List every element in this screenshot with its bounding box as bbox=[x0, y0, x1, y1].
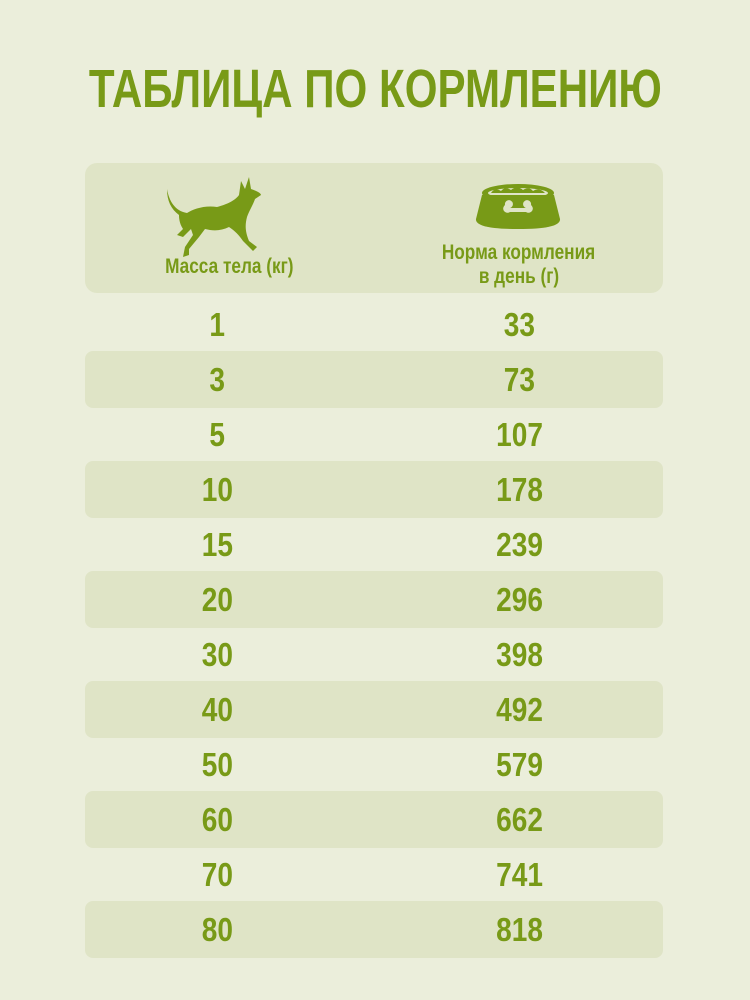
table-header: Масса тела (кг) Норма кормления в день (… bbox=[85, 163, 663, 293]
food-value: 741 bbox=[496, 856, 543, 893]
food-cell: 579 bbox=[375, 736, 664, 793]
table-row: 20 296 bbox=[85, 571, 663, 628]
food-cell: 296 bbox=[375, 571, 664, 628]
weight-cell: 40 bbox=[73, 681, 362, 738]
food-bowl-icon bbox=[475, 184, 561, 229]
header-food-label-line2: в день (г) bbox=[478, 265, 559, 288]
weight-cell: 15 bbox=[73, 516, 362, 573]
food-value: 239 bbox=[496, 526, 543, 563]
weight-value: 60 bbox=[201, 801, 234, 838]
table-row: 15 239 bbox=[85, 516, 663, 573]
food-value: 296 bbox=[496, 581, 543, 618]
weight-value: 20 bbox=[201, 581, 234, 618]
table-row: 5 107 bbox=[85, 406, 663, 463]
food-cell: 662 bbox=[375, 791, 664, 848]
weight-cell: 1 bbox=[73, 296, 362, 353]
food-cell: 33 bbox=[375, 296, 664, 353]
weight-value: 1 bbox=[209, 306, 226, 343]
food-value: 398 bbox=[496, 636, 543, 673]
weight-value: 70 bbox=[201, 856, 234, 893]
food-value: 73 bbox=[503, 361, 536, 398]
food-value: 107 bbox=[496, 416, 543, 453]
food-value: 662 bbox=[496, 801, 543, 838]
food-cell: 492 bbox=[375, 681, 664, 738]
weight-value: 50 bbox=[201, 746, 234, 783]
table-row: 1 33 bbox=[85, 296, 663, 353]
food-cell: 741 bbox=[375, 846, 664, 903]
food-cell: 818 bbox=[375, 901, 664, 958]
weight-cell: 3 bbox=[73, 351, 362, 408]
table-row: 60 662 bbox=[85, 791, 663, 848]
food-cell: 178 bbox=[375, 461, 664, 518]
weight-value: 5 bbox=[209, 416, 226, 453]
header-food-label-line1: Норма кормления bbox=[441, 241, 596, 264]
dog-icon bbox=[167, 177, 261, 257]
food-cell: 239 bbox=[375, 516, 664, 573]
title-text: ТАБЛИЦА ПО КОРМЛЕНИЮ bbox=[88, 59, 662, 119]
table-row: 80 818 bbox=[85, 901, 663, 958]
weight-cell: 50 bbox=[73, 736, 362, 793]
food-value: 492 bbox=[496, 691, 543, 728]
food-value: 818 bbox=[496, 911, 543, 948]
weight-value: 80 bbox=[201, 911, 234, 948]
food-value: 579 bbox=[496, 746, 543, 783]
food-cell: 398 bbox=[375, 626, 664, 683]
weight-cell: 70 bbox=[73, 846, 362, 903]
weight-value: 10 bbox=[201, 471, 234, 508]
weight-cell: 80 bbox=[73, 901, 362, 958]
weight-cell: 10 bbox=[73, 461, 362, 518]
food-cell: 73 bbox=[375, 351, 664, 408]
weight-value: 3 bbox=[209, 361, 226, 398]
table-row: 40 492 bbox=[85, 681, 663, 738]
header-food: Норма кормления в день (г) bbox=[374, 163, 663, 293]
weight-value: 15 bbox=[201, 526, 234, 563]
table-row: 70 741 bbox=[85, 846, 663, 903]
header-weight-label: Масса тела (кг) bbox=[165, 255, 294, 278]
weight-cell: 20 bbox=[73, 571, 362, 628]
table-row: 50 579 bbox=[85, 736, 663, 793]
page-title: ТАБЛИЦА ПО КОРМЛЕНИЮ bbox=[0, 58, 750, 120]
weight-value: 40 bbox=[201, 691, 234, 728]
weight-cell: 30 bbox=[73, 626, 362, 683]
table-row: 3 73 bbox=[85, 351, 663, 408]
food-value: 33 bbox=[503, 306, 536, 343]
table-row: 10 178 bbox=[85, 461, 663, 518]
food-value: 178 bbox=[496, 471, 543, 508]
weight-cell: 60 bbox=[73, 791, 362, 848]
weight-value: 30 bbox=[201, 636, 234, 673]
food-cell: 107 bbox=[375, 406, 664, 463]
weight-cell: 5 bbox=[73, 406, 362, 463]
header-weight: Масса тела (кг) bbox=[85, 163, 374, 293]
table-row: 30 398 bbox=[85, 626, 663, 683]
